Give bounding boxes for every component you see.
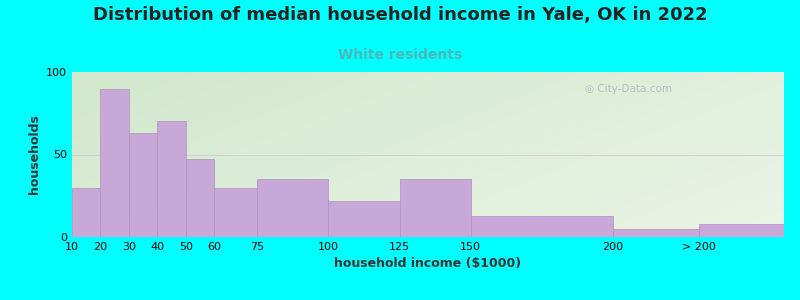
- Bar: [698, 224, 784, 237]
- Bar: [613, 229, 698, 237]
- Bar: [214, 188, 257, 237]
- Bar: [72, 188, 101, 237]
- Bar: [158, 122, 186, 237]
- Bar: [129, 133, 158, 237]
- Text: ◎ City-Data.com: ◎ City-Data.com: [585, 83, 672, 94]
- Bar: [470, 215, 613, 237]
- Text: White residents: White residents: [338, 48, 462, 62]
- Bar: [101, 88, 129, 237]
- Bar: [328, 201, 399, 237]
- Text: Distribution of median household income in Yale, OK in 2022: Distribution of median household income …: [93, 6, 707, 24]
- Y-axis label: households: households: [27, 115, 41, 194]
- Bar: [186, 159, 214, 237]
- X-axis label: household income ($1000): household income ($1000): [334, 257, 522, 270]
- Bar: [257, 179, 328, 237]
- Bar: [399, 179, 470, 237]
